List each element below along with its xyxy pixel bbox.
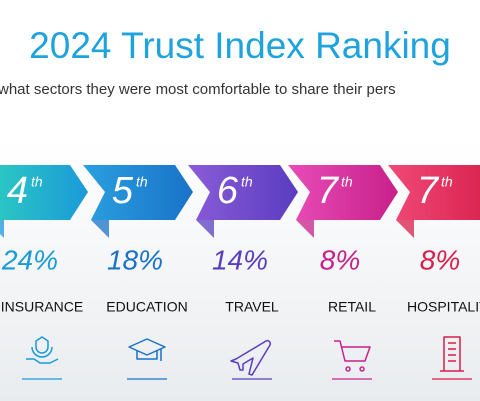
- sector-column: 7 th 8% RETAIL: [288, 165, 398, 380]
- title: 2024 Trust Index Ranking: [29, 25, 451, 66]
- share: 8%: [320, 244, 360, 275]
- rank: 6: [217, 170, 239, 212]
- ribbon-fold: [396, 220, 414, 238]
- share: 18%: [107, 244, 163, 275]
- sector-icon: [128, 338, 166, 361]
- ribbon: [0, 165, 88, 220]
- share: 24%: [1, 244, 58, 275]
- ribbon-fold: [91, 220, 109, 238]
- sector-label: HOSPITALITY: [407, 299, 480, 315]
- ribbon: [288, 165, 398, 220]
- rank: 4: [7, 170, 28, 212]
- share: 14%: [212, 244, 268, 275]
- rank-ordinal: th: [241, 174, 253, 190]
- sector-icon: [230, 339, 272, 376]
- sector-column: 6 th 14% TRAVEL: [188, 165, 298, 380]
- rank-ordinal: th: [31, 174, 43, 190]
- ribbon: [388, 165, 480, 220]
- sector-label: TRAVEL: [225, 299, 279, 315]
- sector-column: 5 th 18% EDUCATION: [83, 165, 193, 380]
- rank: 7: [417, 170, 440, 212]
- ribbon-fold: [296, 220, 314, 238]
- rank: 5: [112, 170, 134, 212]
- sector-label: RETAIL: [328, 299, 376, 315]
- rank-ordinal: th: [341, 174, 353, 190]
- rank: 7: [317, 170, 340, 212]
- sector-column: 4 th 24% INSURANCE: [0, 165, 88, 380]
- sector-column: 7th 8% HOSPITALITY: [388, 165, 480, 380]
- sector-icon: [440, 336, 464, 372]
- sector-label: INSURANCE: [1, 299, 83, 315]
- subtitle: what sectors they were most comfortable …: [0, 81, 396, 98]
- ribbon-fold: [0, 220, 4, 238]
- sector-label: EDUCATION: [106, 299, 187, 315]
- sector-icon: [334, 340, 371, 372]
- ribbon: [83, 165, 193, 220]
- rank-ordinal: th: [441, 174, 453, 190]
- sector-icon: [26, 336, 59, 364]
- ribbon: [188, 165, 298, 220]
- share: 8%: [420, 244, 460, 275]
- ribbon-fold: [196, 220, 214, 238]
- rank-ordinal: th: [136, 174, 148, 190]
